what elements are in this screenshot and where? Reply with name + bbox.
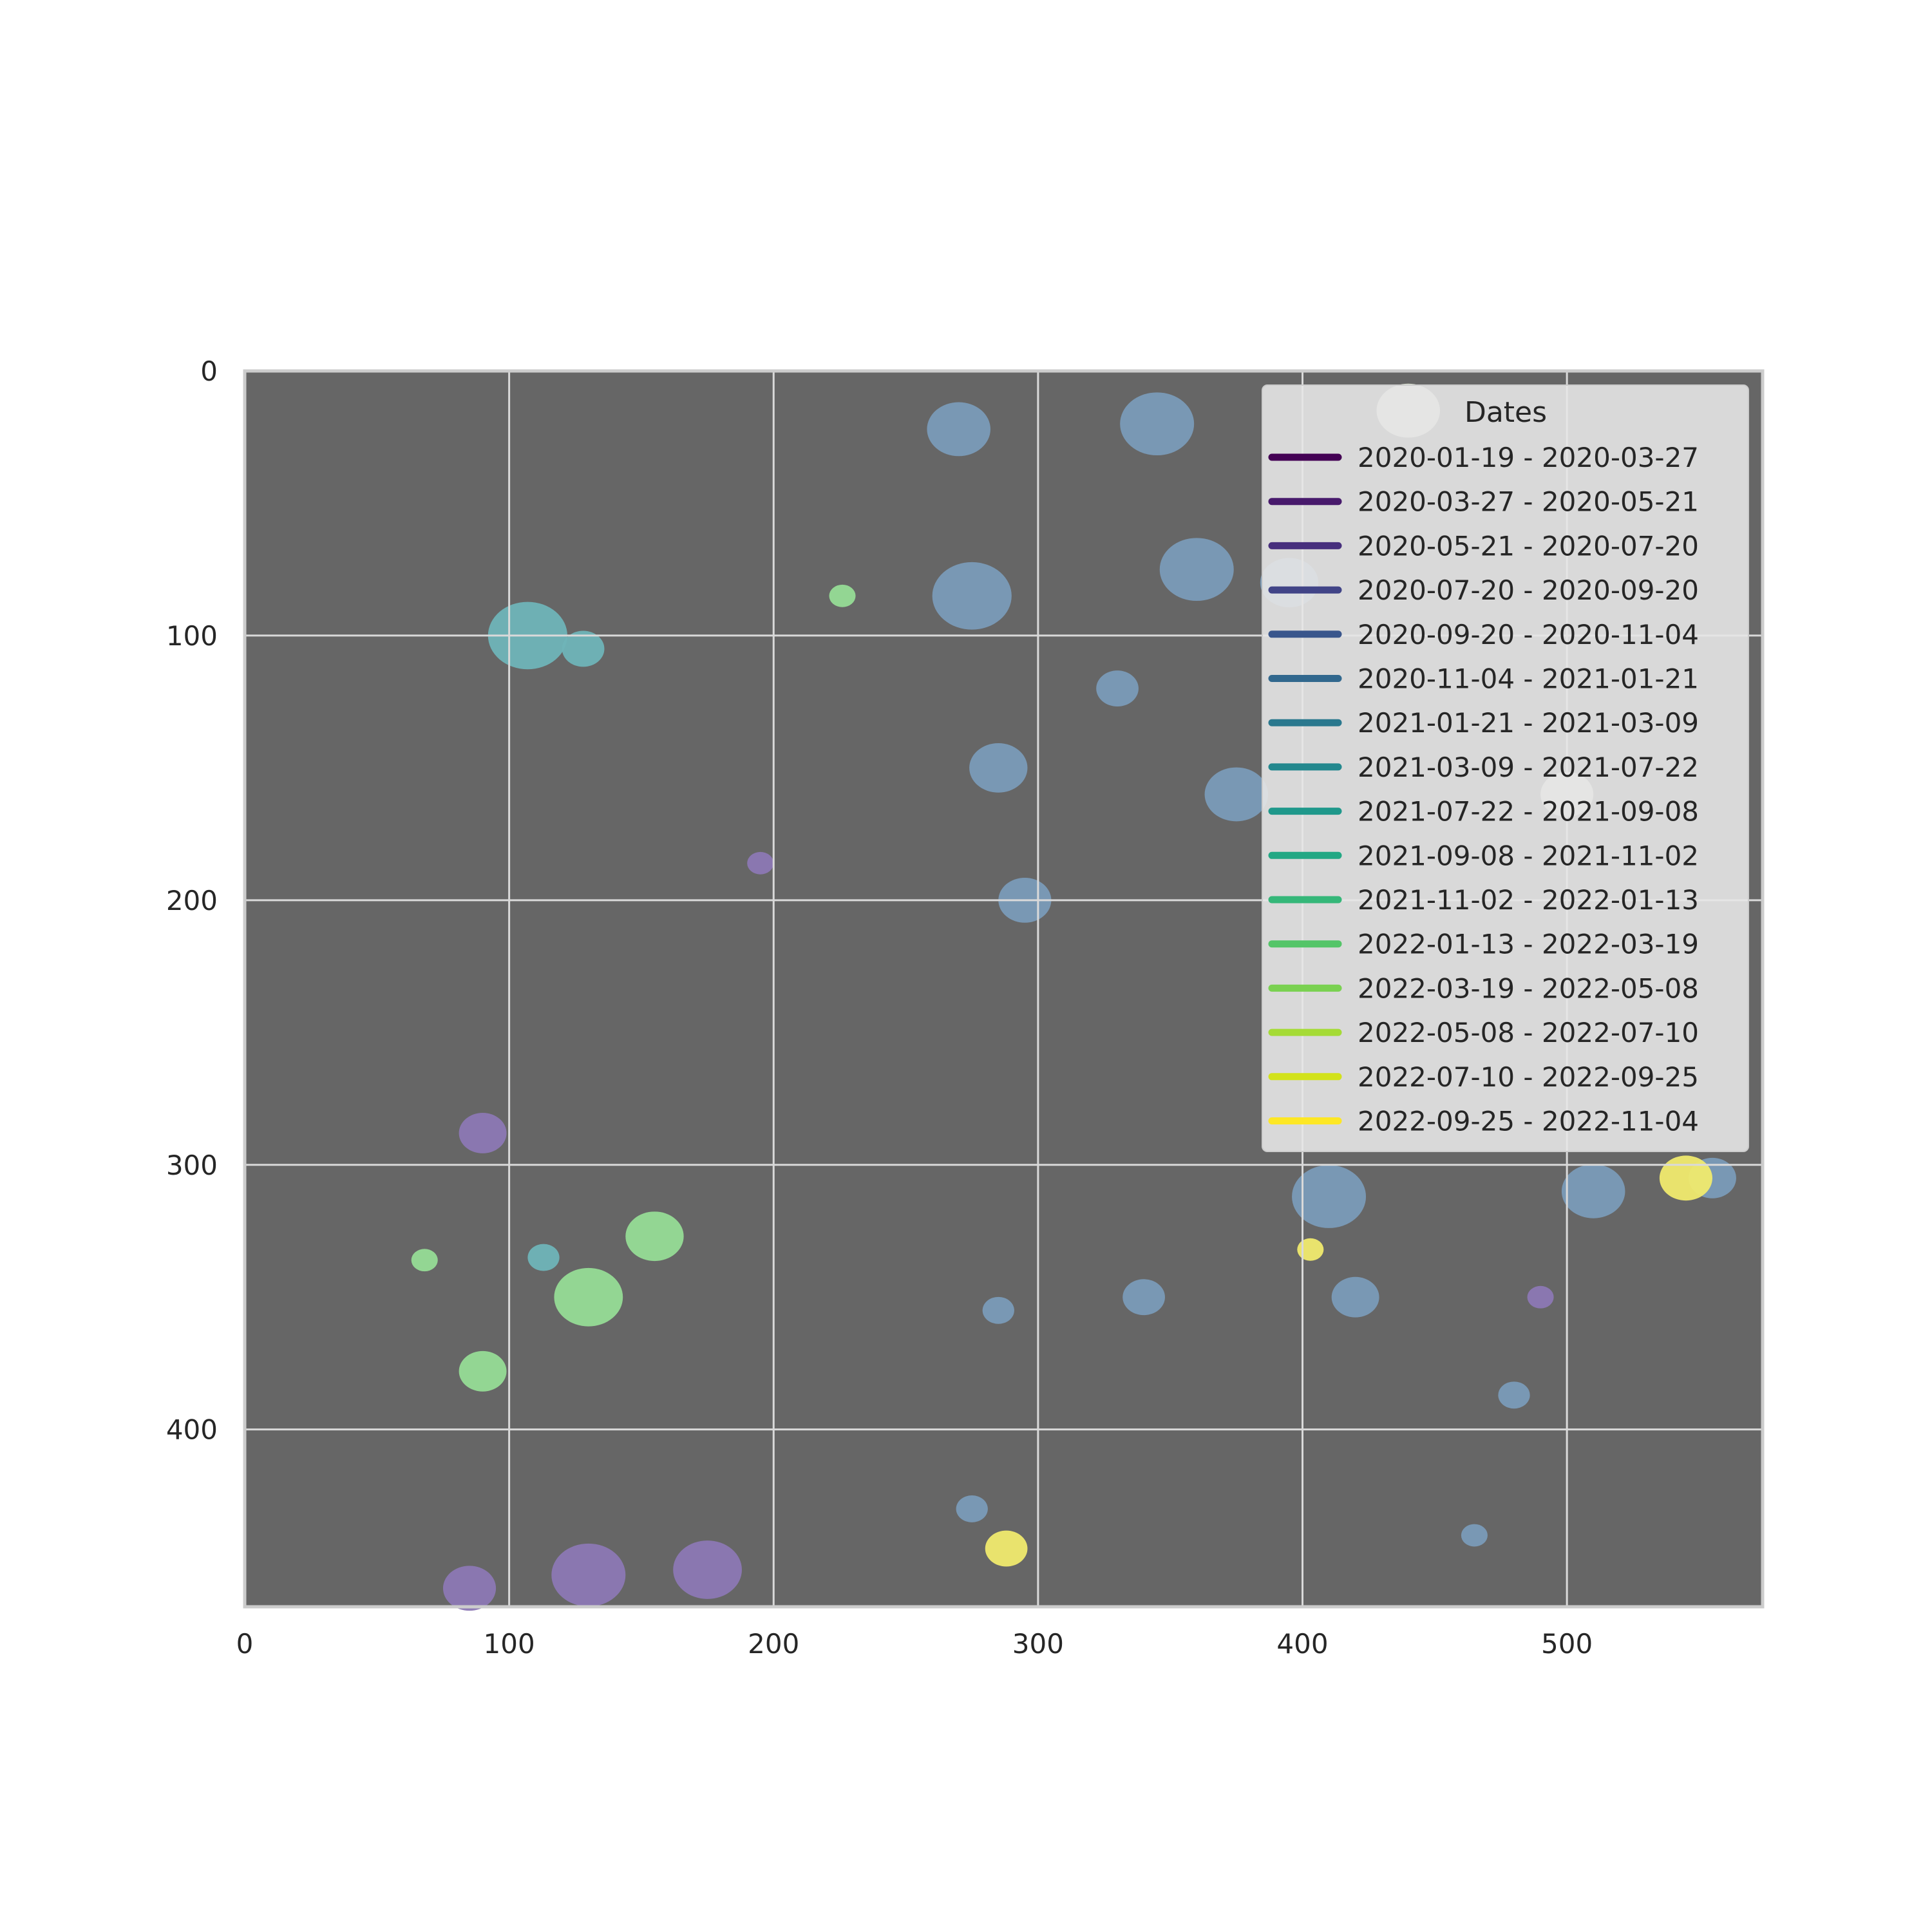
legend-label: 2022-03-19 - 2022-05-08 [1358,972,1699,1004]
legend-entries: 2020-01-19 - 2020-03-27 2020-03-27 - 2020… [1268,442,1699,1137]
data-region [927,402,990,457]
legend-label: 2021-09-08 - 2021-11-02 [1358,840,1699,871]
legend-entry: 2020-05-21 - 2020-07-20 [1268,530,1699,562]
plot-frame [243,369,1765,1609]
x-tick-label: 0 [236,1628,254,1660]
legend-entry: 2020-03-27 - 2020-05-21 [1268,486,1699,518]
data-region [527,1244,560,1271]
legend-label: 2022-05-08 - 2022-07-10 [1358,1017,1699,1048]
data-region [1659,1155,1712,1201]
y-tick-label: 200 [166,885,218,916]
legend-label: 2020-03-27 - 2020-05-21 [1358,486,1699,518]
legend-entry: 2021-11-02 - 2022-01-13 [1268,884,1699,916]
legend-label: 2020-09-20 - 2020-11-04 [1358,619,1699,650]
legend-title: Dates [1464,396,1547,429]
legend-box [1262,384,1749,1152]
data-region [1159,538,1234,601]
legend-entry: 2020-11-04 - 2021-01-21 [1268,663,1699,695]
data-region [1122,1279,1165,1316]
data-region [1561,1164,1625,1218]
data-region [459,1113,507,1153]
data-region [1498,1381,1530,1409]
data-region [1120,392,1195,456]
data-region [1331,1276,1379,1318]
legend-label: 2021-11-02 - 2022-01-13 [1358,884,1699,916]
legend-entry: 2021-09-08 - 2021-11-02 [1268,840,1699,871]
legend-entry: 2022-05-08 - 2022-07-10 [1268,1017,1699,1048]
y-axis: 0 100 200 300 400 [166,355,218,1446]
data-region [1096,670,1139,707]
legend-entry: 2020-01-19 - 2020-03-27 [1268,442,1699,473]
data-region [625,1211,684,1262]
data-region [747,851,774,875]
x-tick-label: 400 [1276,1628,1328,1660]
data-region [673,1540,742,1599]
data-region [411,1249,438,1272]
legend-entry: 2022-07-10 - 2022-09-25 [1268,1061,1699,1093]
legend-label: 2022-09-25 - 2022-11-04 [1358,1106,1699,1137]
data-region [982,1296,1014,1324]
legend-entry: 2021-03-09 - 2021-07-22 [1268,752,1699,783]
legend-entry: 2022-09-25 - 2022-11-04 [1268,1106,1699,1137]
data-region [829,584,856,607]
legend-label: 2021-07-22 - 2021-09-08 [1358,796,1699,828]
data-region [1204,767,1269,822]
legend-entry: 2020-09-20 - 2020-11-04 [1268,619,1699,650]
y-tick-label: 100 [166,620,218,652]
legend-label: 2020-01-19 - 2020-03-27 [1358,442,1699,473]
legend-label: 2020-07-20 - 2020-09-20 [1358,574,1699,606]
legend-entry: 2021-07-22 - 2021-09-08 [1268,796,1699,828]
legend-label: 2022-07-10 - 2022-09-25 [1358,1061,1699,1093]
x-tick-label: 300 [1012,1628,1064,1660]
data-region [1297,1238,1324,1261]
legend-label: 2021-01-21 - 2021-03-09 [1358,707,1699,739]
x-axis: 0 100 200 300 400 500 [236,1628,1593,1660]
legend-label: 2020-05-21 - 2020-07-20 [1358,530,1699,562]
legend-label: 2020-11-04 - 2021-01-21 [1358,663,1699,695]
legend-entry: 2022-01-13 - 2022-03-19 [1268,929,1699,960]
data-region [1461,1524,1488,1547]
legend-entry: 2022-03-19 - 2022-05-08 [1268,972,1699,1004]
data-region [442,1566,497,1611]
y-tick-label: 400 [166,1414,218,1446]
data-region [932,562,1012,630]
data-region [459,1350,507,1392]
legend: Dates 2020-01-19 - 2020-03-27 2020-03-27 … [1262,384,1749,1152]
x-tick-label: 200 [748,1628,799,1660]
legend-label: 2021-03-09 - 2021-07-22 [1358,752,1699,783]
legend-label: 2022-01-13 - 2022-03-19 [1358,929,1699,960]
data-region [554,1267,623,1327]
data-region [969,743,1028,793]
data-region [1527,1285,1554,1309]
y-tick-label: 300 [166,1150,218,1181]
legend-entry: 2020-07-20 - 2020-09-20 [1268,574,1699,606]
legend-entry: 2021-01-21 - 2021-03-09 [1268,707,1699,739]
x-tick-label: 100 [484,1628,535,1660]
data-region [551,1543,626,1607]
data-region [562,630,605,667]
data-region [956,1495,988,1522]
data-region [985,1530,1028,1567]
y-tick-label: 0 [200,355,218,387]
data-region [1292,1165,1367,1228]
x-tick-label: 500 [1541,1628,1593,1660]
